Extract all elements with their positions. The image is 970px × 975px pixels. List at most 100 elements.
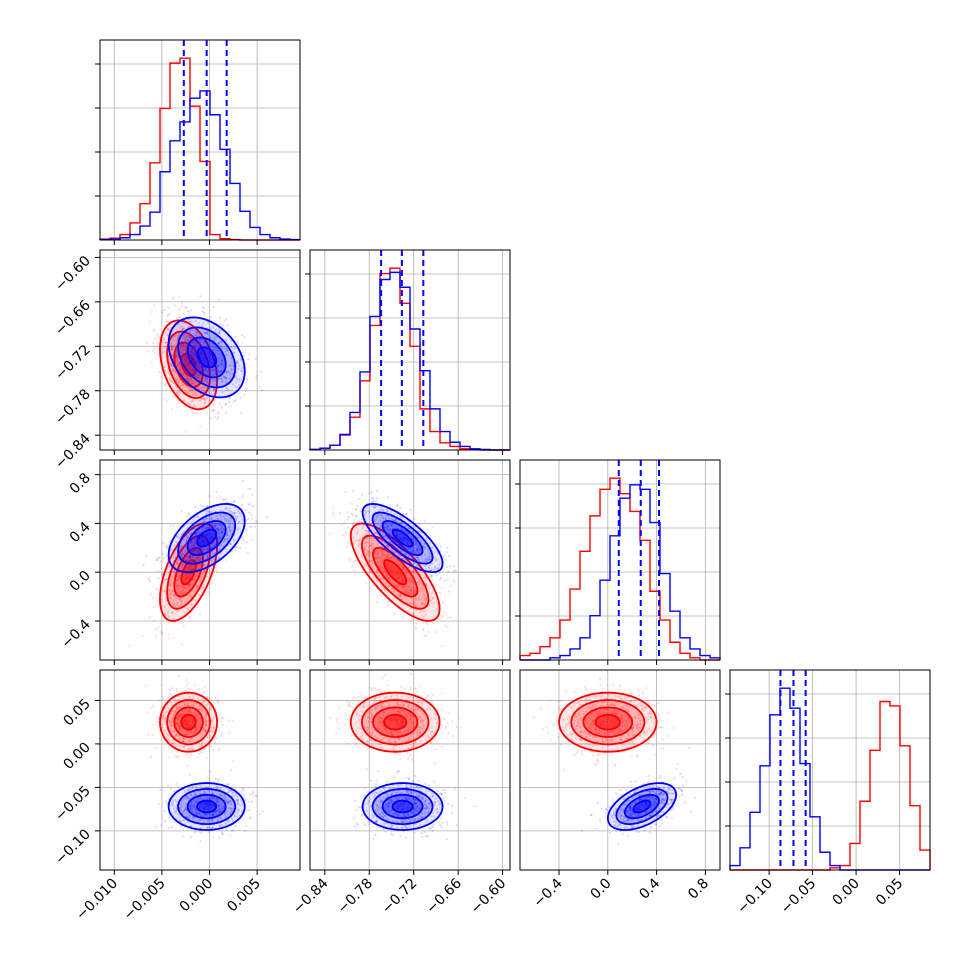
scatter-point bbox=[149, 707, 151, 709]
panel-1-0 bbox=[95, 250, 300, 455]
scatter-point bbox=[447, 617, 449, 619]
scatter-point bbox=[228, 397, 230, 399]
scatter-point bbox=[206, 757, 208, 759]
scatter-point bbox=[222, 717, 224, 719]
scatter-point bbox=[370, 537, 372, 539]
scatter-point bbox=[180, 585, 182, 587]
scatter-point bbox=[225, 412, 227, 414]
scatter-point bbox=[424, 520, 426, 522]
scatter-point bbox=[343, 521, 345, 523]
scatter-point bbox=[376, 490, 378, 492]
scatter-point bbox=[194, 684, 196, 686]
scatter-point bbox=[149, 616, 151, 618]
scatter-point bbox=[149, 575, 151, 577]
scatter-point bbox=[345, 532, 347, 534]
scatter-point bbox=[256, 522, 258, 524]
scatter-point bbox=[261, 389, 263, 391]
scatter-point bbox=[157, 570, 159, 572]
scatter-point bbox=[216, 418, 218, 420]
scatter-point bbox=[447, 570, 449, 572]
scatter-point bbox=[213, 306, 215, 308]
scatter-point bbox=[152, 350, 154, 352]
scatter-point bbox=[369, 492, 371, 494]
scatter-point bbox=[250, 514, 252, 516]
scatter-point bbox=[219, 402, 221, 404]
scatter-point bbox=[215, 570, 217, 572]
scatter-point bbox=[442, 615, 444, 617]
scatter-point bbox=[351, 503, 353, 505]
scatter-point bbox=[387, 496, 389, 498]
scatter-point bbox=[204, 398, 206, 400]
scatter-point bbox=[201, 752, 203, 754]
panel-2-0 bbox=[95, 460, 300, 665]
scatter-point bbox=[150, 593, 152, 595]
scatter-point bbox=[177, 399, 179, 401]
scatter-point bbox=[157, 335, 159, 337]
scatter-point bbox=[214, 566, 216, 568]
scatter-point bbox=[387, 604, 389, 606]
scatter-point bbox=[178, 296, 180, 298]
scatter-point bbox=[173, 395, 175, 397]
scatter-point bbox=[220, 323, 222, 325]
scatter-point bbox=[245, 390, 247, 392]
scatter-point bbox=[422, 621, 424, 623]
scatter-point bbox=[177, 402, 179, 404]
scatter-point bbox=[214, 416, 216, 418]
scatter-point bbox=[245, 388, 247, 390]
scatter-point bbox=[439, 573, 441, 575]
scatter-point bbox=[347, 526, 349, 528]
scatter-point bbox=[405, 513, 407, 515]
scatter-point bbox=[156, 333, 158, 335]
scatter-point bbox=[365, 582, 367, 584]
scatter-point bbox=[178, 381, 180, 383]
scatter-point bbox=[234, 549, 236, 551]
scatter-point bbox=[243, 394, 245, 396]
scatter-point bbox=[362, 524, 364, 526]
scatter-point bbox=[409, 580, 411, 582]
scatter-point bbox=[251, 494, 253, 496]
panel-2-2 bbox=[515, 460, 720, 665]
scatter-point bbox=[221, 732, 223, 734]
scatter-point bbox=[186, 753, 188, 755]
scatter-point bbox=[172, 297, 174, 299]
scatter-point bbox=[250, 488, 252, 490]
scatter-point bbox=[366, 537, 368, 539]
scatter-point bbox=[172, 637, 174, 639]
scatter-point bbox=[205, 594, 207, 596]
scatter-point bbox=[402, 616, 404, 618]
scatter-point bbox=[161, 312, 163, 314]
panel-1-1 bbox=[305, 250, 510, 455]
scatter-point bbox=[365, 530, 367, 532]
scatter-point bbox=[384, 598, 386, 600]
scatter-point bbox=[220, 720, 222, 722]
scatter-point bbox=[163, 339, 165, 341]
scatter-point bbox=[166, 568, 168, 570]
scatter-point bbox=[376, 601, 378, 603]
scatter-point bbox=[439, 592, 441, 594]
scatter-point bbox=[411, 617, 413, 619]
scatter-point bbox=[356, 515, 358, 517]
scatter-point bbox=[186, 516, 188, 518]
scatter-point bbox=[346, 546, 348, 548]
scatter-point bbox=[372, 498, 374, 500]
scatter-point bbox=[251, 518, 253, 520]
scatter-point bbox=[215, 491, 217, 493]
scatter-point bbox=[218, 748, 220, 750]
scatter-point bbox=[174, 622, 176, 624]
scatter-point bbox=[208, 593, 210, 595]
scatter-point bbox=[444, 625, 446, 627]
scatter-point bbox=[161, 553, 163, 555]
scatter-point bbox=[154, 338, 156, 340]
scatter-point bbox=[225, 318, 227, 320]
scatter-point bbox=[240, 412, 242, 414]
scatter-point bbox=[422, 628, 424, 630]
scatter-point bbox=[143, 564, 145, 566]
scatter-point bbox=[247, 503, 249, 505]
scatter-point bbox=[448, 565, 450, 567]
scatter-point bbox=[232, 720, 234, 722]
scatter-point bbox=[212, 748, 214, 750]
scatter-point bbox=[255, 358, 257, 360]
scatter-point bbox=[167, 315, 169, 317]
scatter-point bbox=[175, 755, 177, 757]
scatter-point bbox=[345, 491, 347, 493]
